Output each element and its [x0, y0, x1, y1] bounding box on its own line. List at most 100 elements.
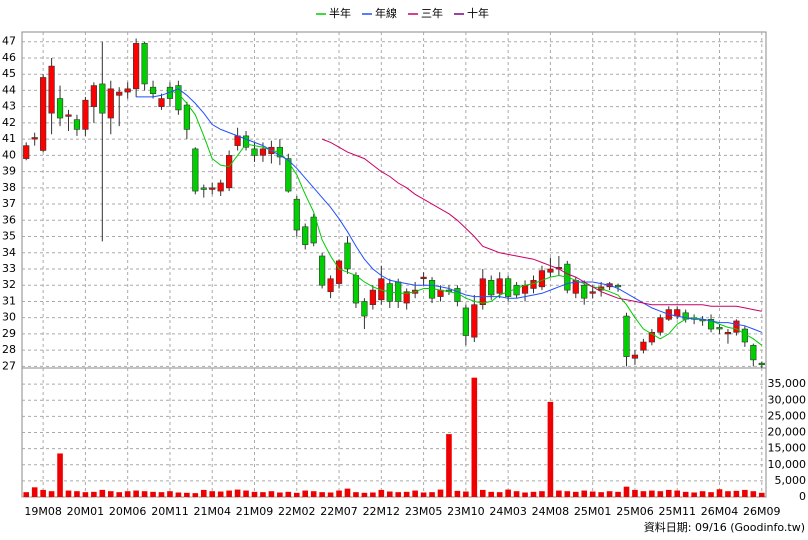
- candle-body: [657, 317, 664, 333]
- x-tick-label: 23M05: [405, 505, 443, 518]
- volume-bar: [699, 491, 706, 497]
- candle-body: [733, 320, 740, 333]
- volume-bar: [285, 491, 292, 497]
- y-tick-label: 39: [2, 165, 16, 178]
- candle-body: [462, 307, 469, 336]
- y-tick-label: 38: [2, 181, 16, 194]
- candle-body: [48, 65, 55, 114]
- volume-bar: [674, 490, 681, 497]
- volume-bar: [31, 487, 38, 497]
- volume-bar: [623, 486, 630, 497]
- volume-bar: [65, 490, 72, 497]
- volume-bar: [40, 489, 46, 497]
- candle-body: [403, 291, 410, 304]
- volume-bar: [268, 491, 275, 497]
- volume-bar: [758, 492, 765, 497]
- candle-body: [547, 268, 554, 273]
- candle-body: [209, 187, 216, 190]
- volume-bar: [336, 490, 342, 497]
- volume-bar: [437, 489, 444, 497]
- volume-bar: [192, 493, 199, 497]
- y-tick-label: 45: [2, 67, 16, 80]
- volume-bar: [184, 492, 190, 497]
- candle-body: [310, 216, 317, 244]
- volume-bar: [632, 489, 638, 497]
- candle-body: [107, 88, 114, 119]
- candle-body: [513, 284, 520, 296]
- volume-bar: [446, 434, 452, 497]
- x-tick-label: 20M06: [109, 505, 147, 518]
- candle-body: [65, 114, 72, 117]
- volume-bar: [429, 492, 435, 497]
- x-tick-label: 20M11: [151, 505, 189, 518]
- volume-bar: [750, 491, 757, 497]
- volume-bar: [479, 489, 486, 497]
- volume-bar: [742, 489, 748, 497]
- candle-body: [234, 135, 241, 146]
- volume-bar: [708, 492, 714, 497]
- candle-body: [149, 86, 157, 94]
- x-tick-label: 20M01: [67, 505, 105, 518]
- volume-bar: [361, 492, 368, 497]
- candle-body: [344, 242, 351, 270]
- volume-bar: [353, 492, 359, 497]
- candle-body: [369, 289, 376, 305]
- volume-bar: [251, 491, 258, 497]
- candle-body: [420, 276, 427, 280]
- volume-bar: [640, 491, 647, 497]
- candle-body: [242, 135, 250, 148]
- volume-bar: [260, 492, 266, 497]
- candle-body: [56, 98, 64, 119]
- volume-bar: [691, 492, 697, 497]
- volume-bar: [598, 492, 604, 497]
- candle-body: [285, 158, 292, 192]
- volume-bar: [217, 491, 224, 497]
- x-tick-label: 26M09: [743, 505, 781, 518]
- candle-body: [183, 104, 190, 130]
- volume-bar: [539, 491, 545, 497]
- candle-body: [116, 91, 123, 96]
- volume-bar: [513, 491, 520, 497]
- volume-bar: [209, 491, 216, 497]
- y-tick-label: 47: [2, 35, 16, 48]
- candle-body: [335, 260, 343, 284]
- volume-bar: [420, 492, 427, 497]
- volume-bar: [572, 491, 579, 497]
- legend-label: 三年: [421, 6, 443, 20]
- y2-tick-label: 25,000: [768, 409, 807, 422]
- volume-bar: [682, 491, 689, 497]
- legend-label: 年線: [375, 6, 397, 20]
- candle-body: [437, 289, 444, 297]
- legend-label: 十年: [467, 6, 489, 20]
- candle-body: [505, 278, 512, 297]
- volume-bar: [243, 490, 249, 497]
- volume-bar: [505, 489, 511, 497]
- candle-body: [581, 284, 588, 299]
- volume-bar: [657, 491, 664, 497]
- volume-bar: [564, 491, 571, 497]
- y2-tick-label: 30,000: [768, 393, 807, 406]
- candle-body: [217, 182, 224, 192]
- volume-bar: [99, 489, 106, 497]
- candle-body: [327, 278, 334, 293]
- x-tick-label: 25M06: [616, 505, 654, 518]
- volume-bar: [74, 491, 80, 497]
- y-tick-label: 32: [2, 278, 16, 291]
- x-tick-label: 25M11: [658, 505, 696, 518]
- footer: 資料日期: 09/16 (Goodinfo.tw): [644, 520, 805, 534]
- candle-body: [200, 187, 207, 190]
- candle-body: [589, 291, 596, 294]
- y-tick-label: 46: [2, 51, 16, 64]
- candle-body: [23, 145, 30, 159]
- candle-body: [640, 341, 647, 351]
- volume-bar: [319, 492, 325, 497]
- volume-bar: [327, 492, 334, 497]
- volume-bar: [395, 492, 402, 497]
- volume-bar: [454, 490, 461, 497]
- candle-body: [141, 43, 148, 85]
- x-tick-label: 19M08: [24, 505, 62, 518]
- y-tick-label: 41: [2, 132, 16, 145]
- volume-bar: [150, 491, 156, 497]
- ma-line: [136, 88, 762, 333]
